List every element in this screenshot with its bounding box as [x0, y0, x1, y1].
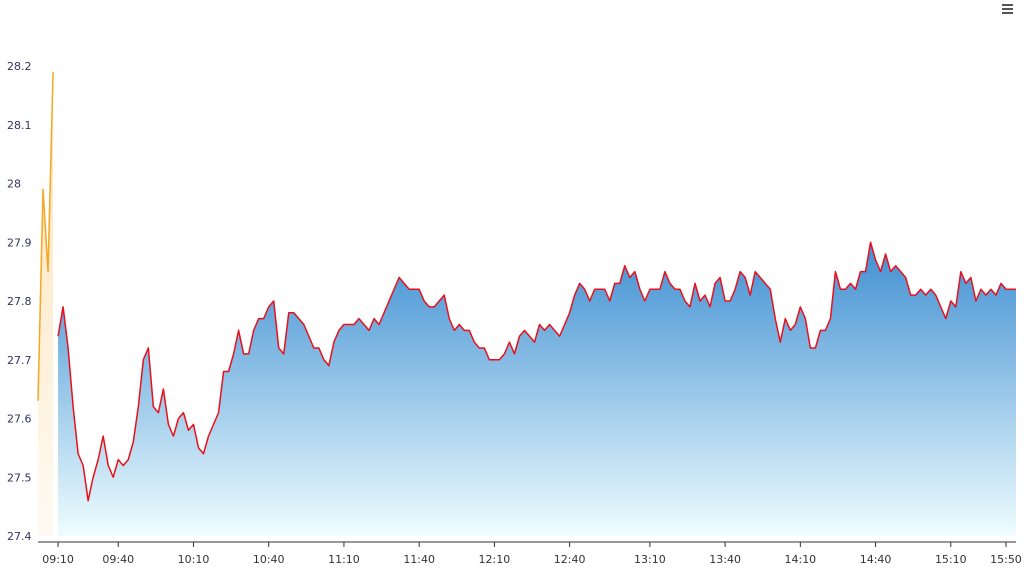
y-tick-label: 27.5: [7, 471, 32, 484]
x-tick-label: 14:40: [860, 553, 892, 566]
x-tick-label: 13:40: [709, 553, 741, 566]
x-tick-label: 15:50: [990, 553, 1022, 566]
x-tick-label: 10:10: [178, 553, 210, 566]
menu-button[interactable]: [1001, 3, 1014, 14]
x-tick-label: 10:40: [253, 553, 285, 566]
x-tick-label: 11:10: [328, 553, 360, 566]
y-tick-label: 27.4: [7, 530, 32, 543]
y-tick-label: 27.8: [7, 295, 32, 308]
x-tick-label: 12:10: [479, 553, 511, 566]
y-tick-label: 27.7: [7, 354, 32, 367]
y-tick-label: 28: [7, 178, 21, 191]
x-tick-label: 15:10: [935, 553, 967, 566]
x-tick-label: 12:40: [554, 553, 586, 566]
y-tick-label: 27.6: [7, 413, 32, 426]
line: [37, 71, 54, 401]
x-tick-label: 14:10: [784, 553, 816, 566]
area-fill: [38, 71, 54, 537]
x-tick-label: 09:10: [42, 553, 74, 566]
y-tick-label: 28.2: [7, 60, 32, 73]
x-tick-label: 09:40: [102, 553, 134, 566]
menu-bar: [1002, 8, 1013, 10]
menu-bar: [1002, 12, 1013, 14]
line: [57, 241, 1016, 502]
x-tick-label: 11:40: [403, 553, 435, 566]
y-tick-label: 27.9: [7, 236, 32, 249]
y-tick-label: 28.1: [7, 119, 32, 132]
x-tick-label: 13:10: [634, 553, 666, 566]
area-fill: [58, 242, 1017, 536]
menu-bar: [1002, 4, 1013, 6]
